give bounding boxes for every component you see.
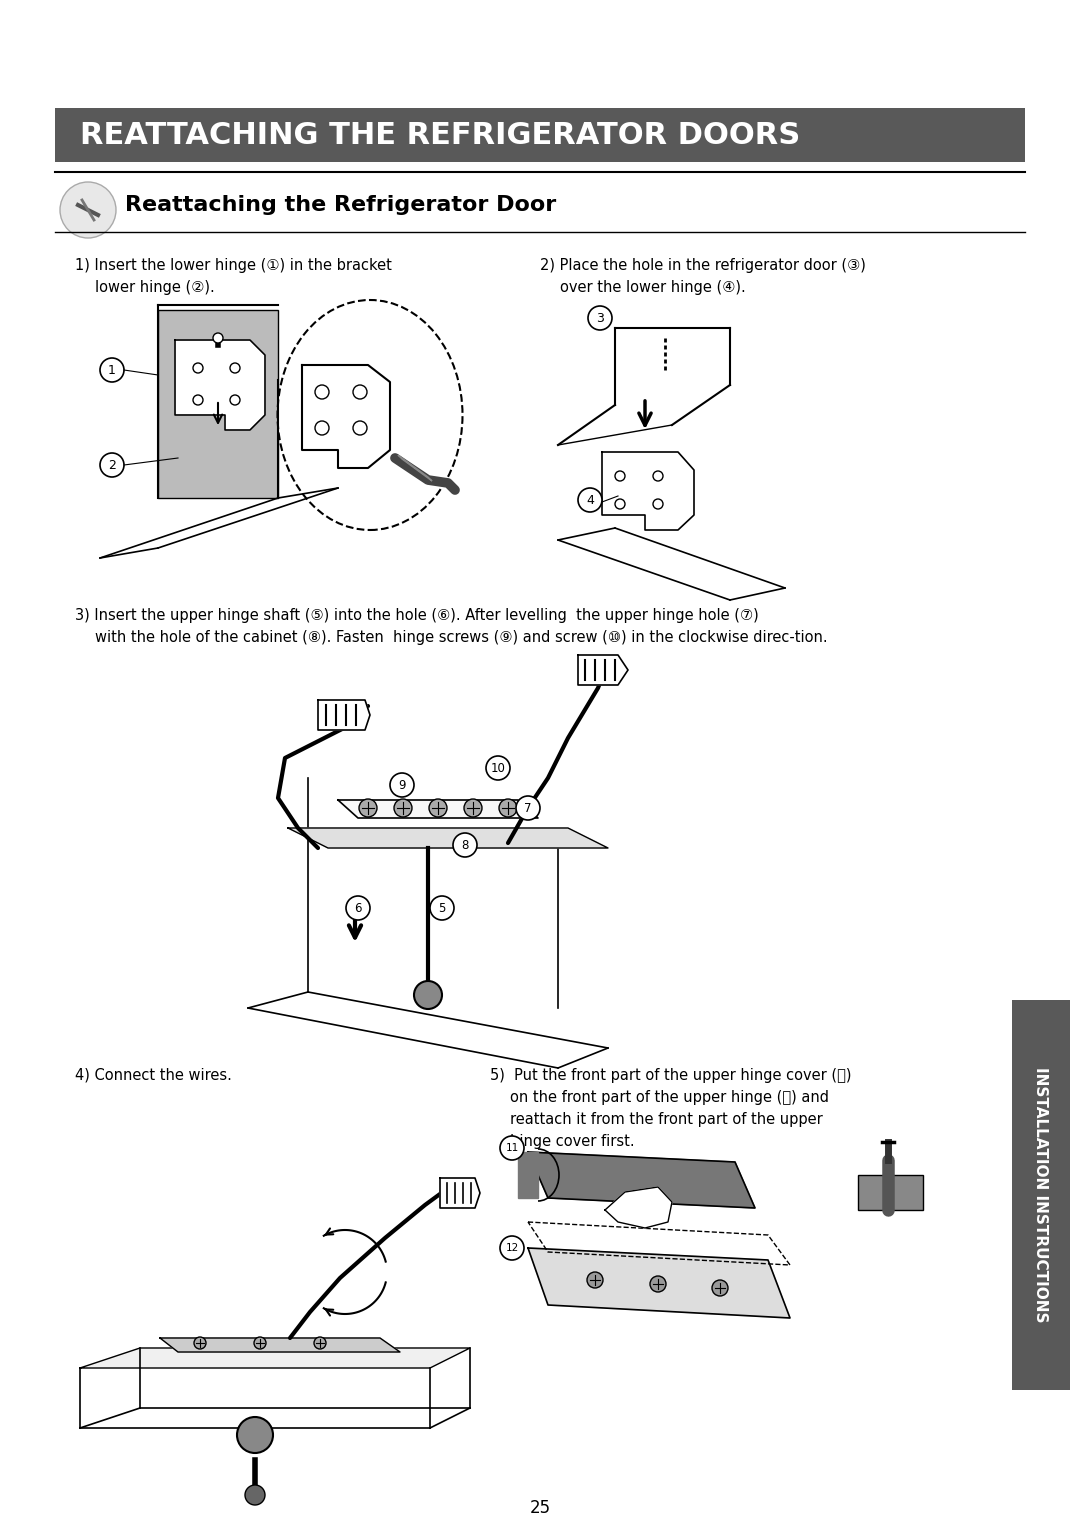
Polygon shape xyxy=(399,455,432,481)
Polygon shape xyxy=(302,365,390,468)
Bar xyxy=(1012,999,1070,1390)
Circle shape xyxy=(193,364,203,373)
Circle shape xyxy=(314,1337,326,1349)
Circle shape xyxy=(353,422,367,435)
Circle shape xyxy=(359,799,377,817)
Circle shape xyxy=(500,1135,524,1160)
Polygon shape xyxy=(160,1339,400,1352)
Text: 7: 7 xyxy=(524,802,531,814)
Circle shape xyxy=(615,471,625,481)
Bar xyxy=(158,310,278,498)
Circle shape xyxy=(315,422,329,435)
Text: 6: 6 xyxy=(354,902,362,914)
Text: lower hinge (②).: lower hinge (②). xyxy=(95,280,215,295)
Circle shape xyxy=(353,385,367,399)
Text: 25: 25 xyxy=(529,1499,551,1517)
Polygon shape xyxy=(602,452,694,530)
Circle shape xyxy=(315,385,329,399)
Circle shape xyxy=(653,500,663,509)
Circle shape xyxy=(237,1416,273,1453)
Circle shape xyxy=(516,796,540,821)
Text: 2: 2 xyxy=(108,458,116,472)
Circle shape xyxy=(194,1337,206,1349)
Circle shape xyxy=(245,1485,265,1505)
Bar xyxy=(55,108,1025,162)
Text: REATTACHING THE REFRIGERATOR DOORS: REATTACHING THE REFRIGERATOR DOORS xyxy=(80,121,800,150)
Text: on the front part of the upper hinge (⑫) and: on the front part of the upper hinge (⑫)… xyxy=(510,1089,829,1105)
Circle shape xyxy=(254,1337,266,1349)
Text: 11: 11 xyxy=(505,1143,518,1154)
Circle shape xyxy=(453,833,477,857)
Text: 1) Insert the lower hinge (①) in the bracket: 1) Insert the lower hinge (①) in the bra… xyxy=(75,258,392,274)
Polygon shape xyxy=(318,700,370,730)
Polygon shape xyxy=(528,1152,755,1209)
Text: 1: 1 xyxy=(108,364,116,376)
Circle shape xyxy=(213,333,222,342)
Circle shape xyxy=(414,981,442,1008)
Circle shape xyxy=(650,1276,666,1293)
Circle shape xyxy=(60,182,116,238)
Bar xyxy=(858,1175,923,1210)
Circle shape xyxy=(230,396,240,405)
Circle shape xyxy=(588,306,612,330)
Circle shape xyxy=(588,1271,603,1288)
Text: hinge cover first.: hinge cover first. xyxy=(510,1134,635,1149)
Polygon shape xyxy=(440,1178,480,1209)
Polygon shape xyxy=(80,1348,470,1368)
Polygon shape xyxy=(528,1248,789,1319)
Circle shape xyxy=(100,452,124,477)
Circle shape xyxy=(486,756,510,779)
Text: 8: 8 xyxy=(461,839,469,851)
Polygon shape xyxy=(175,341,265,429)
Polygon shape xyxy=(338,801,538,817)
Circle shape xyxy=(464,799,482,817)
Circle shape xyxy=(230,364,240,373)
Circle shape xyxy=(390,773,414,798)
Polygon shape xyxy=(288,828,608,848)
Text: 4) Connect the wires.: 4) Connect the wires. xyxy=(75,1068,232,1083)
Text: 4: 4 xyxy=(586,494,594,506)
Text: 5)  Put the front part of the upper hinge cover (⑪): 5) Put the front part of the upper hinge… xyxy=(490,1068,851,1083)
Text: Reattaching the Refrigerator Door: Reattaching the Refrigerator Door xyxy=(125,196,556,215)
Circle shape xyxy=(394,799,411,817)
Circle shape xyxy=(712,1280,728,1296)
Text: 3) Insert the upper hinge shaft (⑤) into the hole (⑥). After levelling  the uppe: 3) Insert the upper hinge shaft (⑤) into… xyxy=(75,608,759,623)
Text: 10: 10 xyxy=(490,761,505,775)
Polygon shape xyxy=(605,1187,672,1229)
Ellipse shape xyxy=(278,299,462,530)
Text: over the lower hinge (④).: over the lower hinge (④). xyxy=(561,280,746,295)
Text: 9: 9 xyxy=(399,778,406,792)
Text: 2) Place the hole in the refrigerator door (③): 2) Place the hole in the refrigerator do… xyxy=(540,258,866,274)
Text: 3: 3 xyxy=(596,312,604,324)
Circle shape xyxy=(430,895,454,920)
Circle shape xyxy=(193,396,203,405)
Text: INSTALLATION INSTRUCTIONS: INSTALLATION INSTRUCTIONS xyxy=(1034,1067,1049,1323)
Circle shape xyxy=(346,895,370,920)
Polygon shape xyxy=(518,1152,538,1198)
Text: 12: 12 xyxy=(505,1242,518,1253)
Polygon shape xyxy=(578,656,627,685)
Circle shape xyxy=(578,487,602,512)
Circle shape xyxy=(500,1236,524,1261)
Circle shape xyxy=(499,799,517,817)
Text: with the hole of the cabinet (⑧). Fasten  hinge screws (⑨) and screw (⑩) in the : with the hole of the cabinet (⑧). Fasten… xyxy=(95,630,827,645)
Circle shape xyxy=(615,500,625,509)
Text: reattach it from the front part of the upper: reattach it from the front part of the u… xyxy=(510,1112,823,1128)
Circle shape xyxy=(653,471,663,481)
Circle shape xyxy=(429,799,447,817)
Circle shape xyxy=(100,358,124,382)
Text: 5: 5 xyxy=(438,902,446,914)
